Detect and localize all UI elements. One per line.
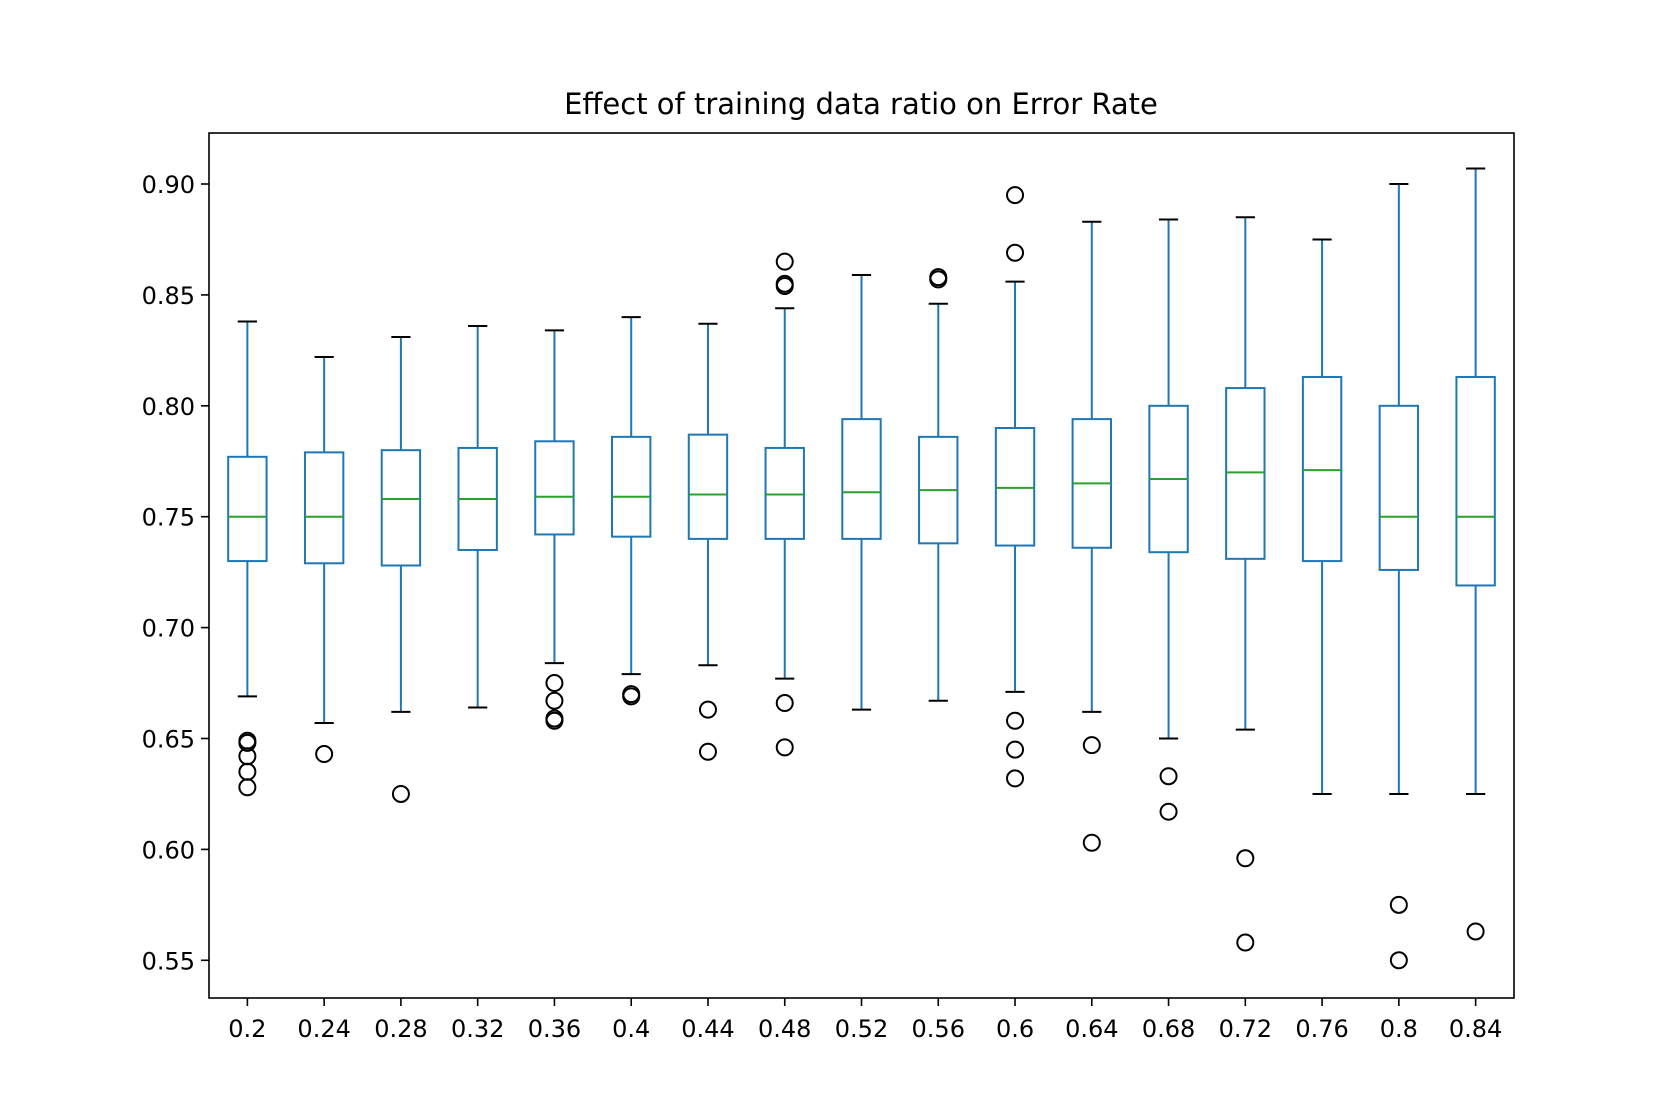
box-group	[764, 252, 805, 757]
outlier-point	[545, 691, 564, 710]
x-tick-label: 0.32	[451, 1015, 504, 1043]
chart-title: Effect of training data ratio on Error R…	[564, 87, 1158, 121]
outlier-point	[1006, 243, 1025, 262]
box-iqr	[534, 440, 575, 536]
y-tick-label: 0.85	[142, 282, 195, 310]
y-axis: 0.55 0.60 0.65 0.70 0.75 0.80 0.85 0.90	[142, 171, 209, 975]
x-tick-label: 0.48	[758, 1015, 811, 1043]
outlier-point	[1006, 740, 1025, 759]
outlier-point	[1082, 833, 1101, 852]
outlier-point	[238, 778, 257, 797]
box-group	[1378, 183, 1420, 970]
box-group	[303, 356, 345, 764]
outlier-point	[775, 252, 794, 271]
box-iqr	[1455, 375, 1496, 587]
box-group	[1148, 218, 1189, 821]
outlier-point	[1236, 849, 1255, 868]
y-tick-label: 0.65	[142, 726, 195, 754]
outlier-point	[1159, 802, 1178, 821]
x-tick-label: 0.68	[1142, 1015, 1195, 1043]
x-tick-label: 0.6	[996, 1015, 1034, 1043]
box-group	[227, 320, 268, 797]
outlier-point	[1159, 767, 1178, 786]
outlier-point	[545, 674, 564, 693]
outlier-point	[238, 762, 257, 781]
box-group	[687, 322, 729, 761]
box-group	[1225, 216, 1266, 952]
outlier-point	[698, 742, 717, 761]
box-iqr	[841, 418, 882, 540]
box-group	[1301, 238, 1343, 795]
box-group	[534, 329, 575, 730]
box-iqr	[1378, 404, 1420, 571]
box-iqr	[764, 446, 805, 540]
box-iqr	[994, 426, 1036, 547]
x-tick-label: 0.72	[1219, 1015, 1272, 1043]
box-group	[380, 336, 422, 803]
x-tick-label: 0.44	[681, 1015, 734, 1043]
x-tick-label: 0.8	[1380, 1015, 1418, 1043]
x-tick-label: 0.56	[912, 1015, 965, 1043]
outlier-point	[1466, 922, 1485, 941]
x-tick-label: 0.76	[1295, 1015, 1348, 1043]
outlier-point	[391, 784, 410, 803]
outlier-point	[1389, 895, 1408, 914]
x-tick-label: 0.24	[297, 1015, 350, 1043]
outlier-point	[1006, 769, 1025, 788]
x-tick-label: 0.52	[835, 1015, 888, 1043]
x-tick-label: 0.2	[228, 1015, 266, 1043]
box-group	[611, 316, 652, 706]
box-iqr	[227, 455, 268, 563]
outlier-point	[929, 270, 948, 289]
x-tick-label: 0.36	[528, 1015, 581, 1043]
outlier-point	[1236, 933, 1255, 952]
box-group	[994, 186, 1036, 788]
x-tick-label: 0.28	[374, 1015, 427, 1043]
box-iqr	[687, 433, 729, 540]
boxes-layer	[227, 167, 1496, 970]
box-iqr	[1225, 387, 1266, 560]
outlier-point	[1082, 736, 1101, 755]
outlier-point	[775, 277, 794, 296]
outlier-point	[1389, 951, 1408, 970]
box-iqr	[380, 449, 422, 567]
x-tick-label: 0.64	[1065, 1015, 1118, 1043]
box-group	[457, 324, 498, 709]
x-tick-label: 0.4	[612, 1015, 650, 1043]
box-iqr	[303, 451, 345, 565]
outlier-point	[1006, 186, 1025, 205]
y-tick-label: 0.55	[142, 947, 195, 975]
y-tick-label: 0.60	[142, 836, 195, 864]
outlier-point	[775, 694, 794, 713]
box-iqr	[1301, 375, 1343, 563]
y-tick-label: 0.70	[142, 615, 195, 643]
x-tick-label: 0.84	[1449, 1015, 1502, 1043]
outlier-point	[698, 700, 717, 719]
outlier-point	[1006, 711, 1025, 730]
outlier-point	[315, 745, 334, 764]
outlier-point	[622, 687, 641, 706]
box-iqr	[611, 435, 652, 538]
outlier-point	[238, 733, 257, 752]
y-tick-label: 0.80	[142, 393, 195, 421]
y-tick-label: 0.75	[142, 504, 195, 532]
x-axis: 0.2 0.24 0.28 0.32 0.36 0.4 0.44 0.48 0.52 0.56 0.…	[228, 998, 1502, 1043]
y-tick-label: 0.90	[142, 171, 195, 199]
box-group	[918, 268, 959, 702]
box-group	[1071, 220, 1112, 852]
outlier-point	[775, 738, 794, 757]
box-group	[1455, 167, 1496, 941]
box-group	[841, 273, 882, 711]
outlier-point	[545, 711, 564, 730]
